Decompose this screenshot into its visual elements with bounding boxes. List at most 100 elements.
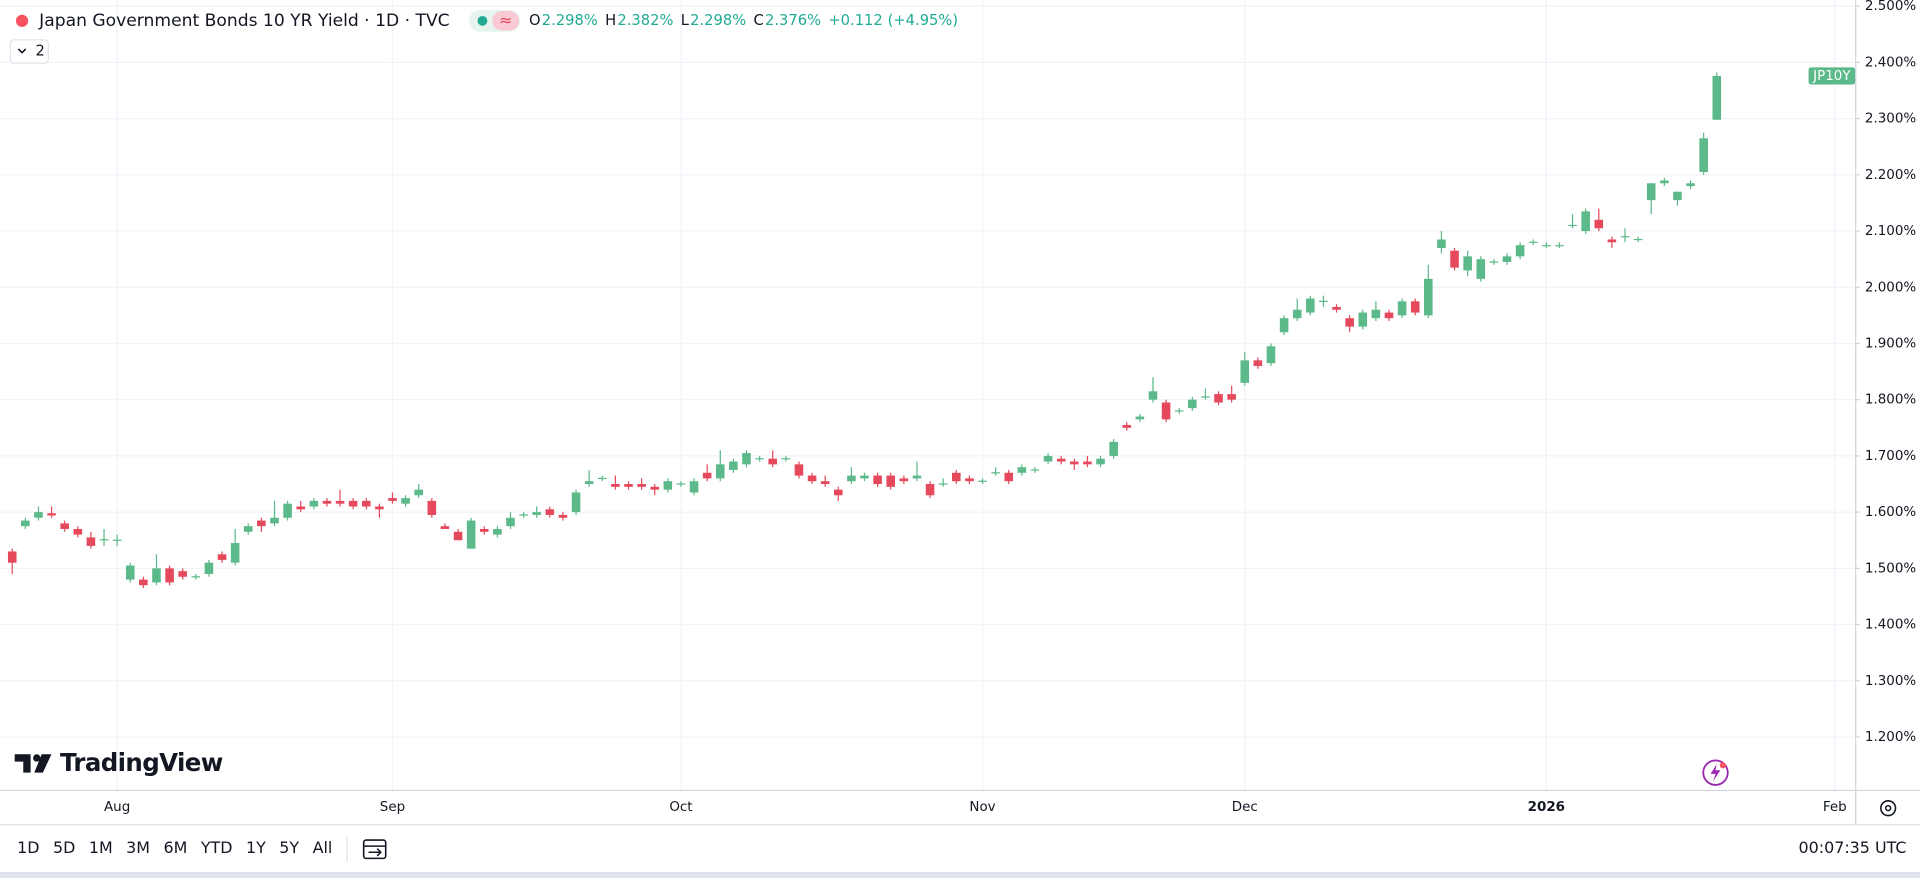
candle-body	[1227, 394, 1236, 400]
logo-mark	[33, 754, 41, 762]
brand-logo: TradingView	[14, 748, 223, 777]
candle-body	[335, 500, 345, 504]
range-button[interactable]: 1Y	[246, 838, 266, 857]
candle-body	[453, 531, 463, 541]
y-tick-label: 2.400%	[1865, 55, 1917, 70]
range-button[interactable]: 1D	[17, 838, 39, 857]
candle-body	[388, 498, 397, 501]
range-button[interactable]: 1M	[89, 838, 113, 857]
y-tick-label: 1.800%	[1865, 393, 1917, 408]
candle-body	[1017, 467, 1027, 473]
candle-body	[217, 554, 227, 560]
candle-body	[1555, 245, 1564, 247]
y-tick-label: 2.300%	[1865, 112, 1917, 127]
candle-body	[1371, 309, 1381, 319]
candle-body	[73, 528, 83, 535]
lightning-icon	[1710, 764, 1721, 782]
candle-body	[624, 484, 633, 487]
candle-body	[1148, 391, 1158, 400]
candle-body	[283, 503, 292, 518]
candle-body	[309, 500, 319, 507]
candle-body	[1201, 396, 1210, 398]
candle-body	[886, 475, 896, 487]
candle-body	[506, 517, 515, 527]
y-tick-label: 2.200%	[1865, 168, 1917, 183]
candle-body	[466, 520, 476, 549]
candle-body	[1620, 236, 1630, 238]
candle-body	[729, 461, 738, 470]
candle-body	[1437, 239, 1446, 248]
candle-body	[873, 475, 882, 485]
candle-body	[1581, 211, 1590, 232]
candle-body	[1476, 259, 1486, 279]
candle-body	[1174, 410, 1184, 412]
range-button[interactable]: 5D	[53, 838, 75, 857]
candle-body	[99, 539, 109, 541]
candle-body	[755, 458, 764, 460]
candle-body	[230, 543, 240, 563]
candle-body	[1502, 256, 1512, 262]
candle-body	[952, 472, 961, 482]
candle-body	[139, 579, 148, 586]
x-tick-label: 2026	[1528, 800, 1565, 815]
candle-body	[1450, 250, 1459, 268]
y-tick-label: 2.100%	[1865, 224, 1917, 239]
range-button[interactable]: 6M	[163, 838, 187, 857]
brand-name: TradingView	[60, 748, 223, 777]
candle-body	[125, 565, 135, 580]
candle-body	[715, 464, 725, 479]
x-tick-label: Nov	[969, 800, 995, 815]
candle-body	[558, 514, 568, 518]
date-range-button[interactable]	[362, 839, 387, 860]
candle-body	[794, 464, 804, 476]
candle-body	[375, 506, 384, 510]
candle-body	[47, 513, 56, 516]
calendar-icon	[362, 839, 387, 860]
candle-body	[1306, 298, 1315, 313]
settings-button[interactable]	[1880, 800, 1897, 817]
y-tick-label: 1.200%	[1865, 730, 1917, 745]
candle-body	[1135, 416, 1145, 420]
candles	[7, 72, 1722, 589]
candle-body	[860, 475, 869, 479]
x-tick-label: Aug	[104, 800, 130, 815]
y-tick-label: 2.500%	[1865, 0, 1917, 14]
candle-body	[1188, 399, 1197, 409]
candle-body	[742, 453, 751, 465]
candle-body	[1712, 75, 1722, 120]
candle-body	[781, 458, 791, 460]
candle-body	[322, 500, 332, 504]
candle-body	[611, 484, 620, 487]
candle-body	[7, 551, 17, 563]
range-button[interactable]: 5Y	[279, 838, 299, 857]
range-button[interactable]: YTD	[200, 838, 233, 857]
ohlc-legend: O 2.298% H 2.382% L 2.298% C 2.376% +0.112 (+4.95…	[529, 12, 958, 29]
candle-body	[597, 477, 607, 480]
candle-body	[296, 506, 305, 510]
candle-body	[1056, 458, 1066, 462]
candle-body	[1345, 318, 1354, 327]
x-tick-label: Dec	[1232, 800, 1258, 815]
lightning-button[interactable]	[1702, 759, 1729, 786]
range-button[interactable]: All	[313, 838, 333, 857]
lightning-badge	[1719, 762, 1726, 769]
candle-body	[361, 500, 371, 507]
candle-body	[401, 498, 410, 504]
y-tick-label: 1.700%	[1865, 449, 1917, 464]
candle-body	[584, 481, 594, 485]
x-tick-label: Sep	[380, 800, 405, 815]
candle-body	[1424, 278, 1433, 316]
indicator-toggle[interactable]	[9, 39, 49, 64]
candle-body	[1542, 245, 1551, 247]
range-button[interactable]: 3M	[126, 838, 150, 857]
logo-mark	[14, 754, 31, 773]
candle-body	[965, 478, 974, 482]
toolbar: 1D 5D 1M 3M 6M YTD 1Y 5Y All	[17, 838, 332, 857]
candle-body	[847, 475, 856, 482]
candle-body	[21, 520, 30, 527]
ohlc-text: 2.298%	[690, 12, 746, 29]
candle-body	[1004, 472, 1014, 482]
candle-body	[702, 472, 712, 479]
candle-body	[1122, 424, 1132, 428]
